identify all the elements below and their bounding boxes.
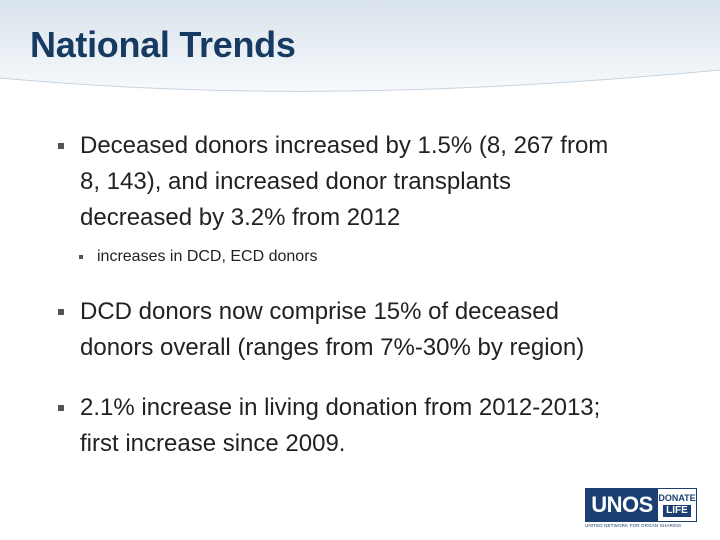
bullet-line: 2.1% increase in living donation from 20… bbox=[80, 394, 601, 421]
bullet-marker bbox=[58, 309, 64, 315]
logo-tagline: UNITED NETWORK FOR ORGAN SHARING bbox=[585, 523, 682, 528]
header-band bbox=[0, 0, 720, 92]
bullet-marker bbox=[58, 143, 64, 149]
logo-wordmark: UNOS bbox=[586, 489, 658, 521]
badge-bottom-text: LIFE bbox=[663, 505, 691, 517]
sub-bullet-text: increases in DCD, ECD donors bbox=[97, 248, 318, 265]
donate-life-badge: DONATE LIFE bbox=[658, 489, 696, 521]
bullet-marker bbox=[58, 405, 64, 411]
sub-bullet-dcd-ecd: increases in DCD, ECD donors bbox=[79, 246, 318, 268]
bullet-line: donors overall (ranges from 7%-30% by re… bbox=[80, 334, 585, 361]
bullet-line: decreased by 3.2% from 2012 bbox=[80, 204, 401, 231]
bullet-line: 8, 143), and increased donor transplants bbox=[80, 168, 511, 195]
header-swoosh bbox=[0, 69, 720, 100]
bullet-line: Deceased donors increased by 1.5% (8, 26… bbox=[80, 132, 609, 159]
logo-box: UNOS DONATE LIFE bbox=[585, 488, 697, 522]
bullet-line: first increase since 2009. bbox=[80, 430, 346, 457]
bullet-living-donation: 2.1% increase in living donation from 20… bbox=[58, 390, 601, 462]
sub-bullet-marker bbox=[79, 255, 83, 259]
badge-top-text: DONATE bbox=[658, 493, 696, 503]
slide-title: National Trends bbox=[30, 24, 296, 65]
unos-logo: UNOS DONATE LIFE UNITED NETWORK FOR ORGA… bbox=[585, 488, 703, 534]
bullet-line: DCD donors now comprise 15% of deceased bbox=[80, 298, 559, 325]
bullet-dcd-share: DCD donors now comprise 15% of deceased … bbox=[58, 294, 585, 366]
bullet-deceased-donors: Deceased donors increased by 1.5% (8, 26… bbox=[58, 128, 609, 236]
